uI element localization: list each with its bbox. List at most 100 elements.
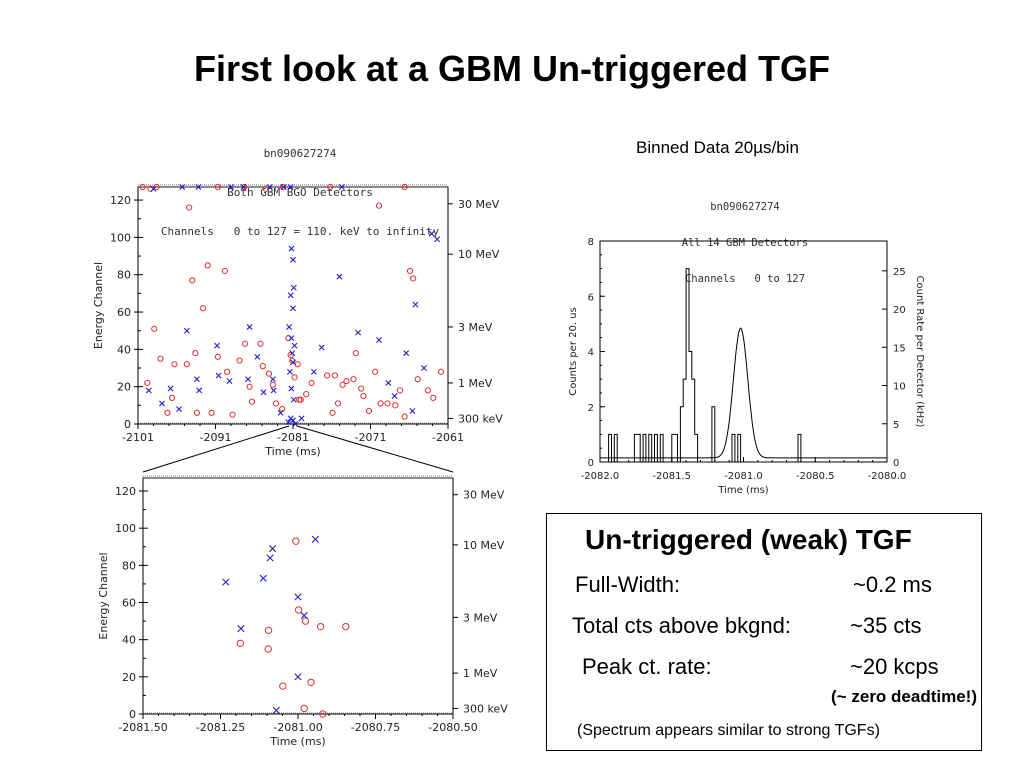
cross-stroke <box>376 337 383 344</box>
circle-point <box>401 183 408 191</box>
cross-stroke <box>179 184 186 190</box>
rate-tick-label: 15 <box>893 343 906 354</box>
x-tick-label: -2061 <box>432 431 464 444</box>
cross-stroke <box>272 706 280 714</box>
x-tick-label: -2081.25 <box>196 721 245 734</box>
cross-point <box>409 407 416 414</box>
cross-stroke <box>310 368 317 375</box>
cross-stroke <box>150 185 157 192</box>
cross-point <box>167 385 174 392</box>
cross-stroke <box>277 409 284 416</box>
cross-stroke <box>287 184 294 190</box>
y-tick-label: 40 <box>122 634 136 647</box>
energy-tick-label: 1 MeV <box>463 667 498 680</box>
circle-point <box>301 617 310 625</box>
cross-point <box>193 376 200 383</box>
cross-point <box>237 624 245 633</box>
cross-point <box>245 376 252 383</box>
cross-point <box>289 350 296 357</box>
y-tick-label: 60 <box>122 597 136 610</box>
energy-tick-label: 30 MeV <box>463 489 505 502</box>
y-tick-label: 120 <box>115 485 136 498</box>
circle-point <box>291 374 298 381</box>
cross-point <box>183 327 190 334</box>
cross-stroke <box>290 359 296 366</box>
cross-point <box>272 706 280 714</box>
circle-point <box>437 368 445 375</box>
peak-rate-value: ~20 kcps <box>850 654 939 679</box>
cross-point <box>287 184 294 190</box>
circle-point <box>319 710 327 718</box>
cross-point <box>254 353 261 360</box>
cross-point <box>412 301 419 308</box>
circle-point <box>372 368 379 375</box>
cross-stroke <box>290 284 297 291</box>
cross-point <box>391 393 398 399</box>
cross-point <box>288 245 295 252</box>
circle-point <box>224 368 231 375</box>
energy-tick-label: 1 MeV <box>458 377 493 390</box>
cross-point <box>268 545 277 553</box>
circle-point <box>294 361 301 368</box>
cross-stroke <box>254 353 261 360</box>
y-tick-label: 100 <box>110 231 131 244</box>
cross-point <box>280 184 287 190</box>
plot2-header: bn090627274 All 14 GBM Detectors Channel… <box>620 177 870 297</box>
circle-point <box>257 340 264 347</box>
circle-point <box>153 183 160 191</box>
peak-rate-label: Peak ct. rate: <box>582 654 712 679</box>
cross-stroke <box>228 184 234 190</box>
circle-point <box>139 183 146 191</box>
cross-point <box>214 342 221 349</box>
circle-point <box>410 275 417 282</box>
cross-point <box>291 342 298 349</box>
circle-point <box>392 402 399 409</box>
circle-point <box>329 409 336 416</box>
cross-stroke <box>311 535 319 543</box>
cross-stroke <box>259 574 267 582</box>
cross-point <box>196 387 203 394</box>
cross-stroke <box>291 342 298 349</box>
circle-point <box>157 355 164 362</box>
cross-stroke <box>290 417 296 424</box>
cross-point <box>338 184 345 190</box>
cross-point <box>311 535 319 543</box>
cross-stroke <box>403 350 410 357</box>
cross-stroke <box>292 421 299 427</box>
x-tick-label: -2091 <box>200 431 232 444</box>
circle-point <box>241 183 248 191</box>
rate-tick-label: 20 <box>893 305 906 316</box>
circle-point <box>316 622 325 631</box>
y-tick-label: 4 <box>588 348 594 359</box>
circle-point <box>406 267 414 275</box>
cross-point <box>286 323 293 330</box>
cross-stroke <box>215 372 222 379</box>
circle-point <box>192 349 199 357</box>
energy-tick-label: 10 MeV <box>458 248 500 261</box>
circle-point <box>186 204 193 211</box>
circle-point <box>264 645 272 653</box>
y-tick-label: 80 <box>117 269 131 282</box>
x-axis-label: Time (ms) <box>717 485 769 496</box>
binned-data-label: Binned Data 20µs/bin <box>636 138 799 157</box>
cross-stroke <box>391 393 398 399</box>
circle-point <box>272 400 280 407</box>
cross-point <box>318 344 325 351</box>
circle-point <box>208 409 215 416</box>
rate-tick-label: 5 <box>893 420 899 431</box>
right-axis-label: Count Rate per Detector (kHz) <box>914 276 925 428</box>
spectrum-footnote: (Spectrum appears similar to strong TGFs… <box>577 722 880 739</box>
cross-stroke <box>269 376 276 383</box>
y-tick-label: 0 <box>588 458 594 469</box>
cross-stroke <box>195 184 202 190</box>
cross-point <box>240 184 247 190</box>
energy-tick-label: 10 MeV <box>463 539 505 552</box>
cross-stroke <box>280 184 287 190</box>
energy-tick-label: 30 MeV <box>458 198 500 211</box>
cross-point <box>298 415 305 422</box>
circle-point <box>350 376 357 383</box>
cross-stroke <box>266 184 273 190</box>
circle-point <box>193 409 200 416</box>
cross-stroke <box>270 387 277 394</box>
